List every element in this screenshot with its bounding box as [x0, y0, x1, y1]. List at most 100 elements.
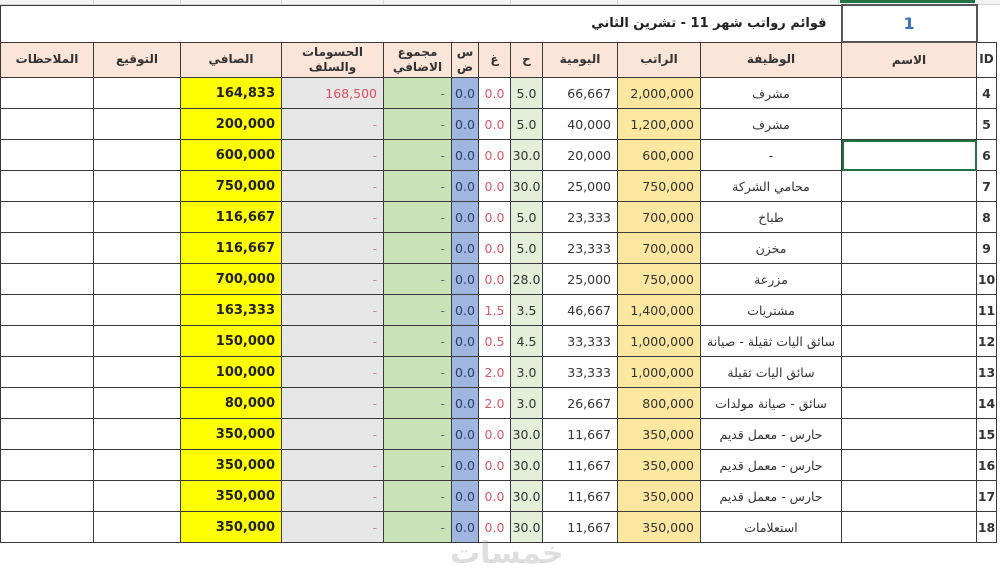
gh-cell[interactable]: 0.0 — [478, 201, 511, 233]
notes-cell[interactable] — [0, 449, 94, 481]
name-cell[interactable] — [841, 263, 978, 295]
h-cell[interactable]: 3.5 — [510, 294, 543, 326]
name-cell[interactable] — [841, 356, 978, 388]
deductions-cell[interactable]: - — [281, 325, 384, 357]
id-cell[interactable]: 16 — [976, 449, 998, 481]
header-name[interactable]: الاسم — [841, 41, 978, 78]
net-cell[interactable]: 116,667 — [180, 201, 282, 233]
net-cell[interactable]: 700,000 — [180, 263, 282, 295]
gh-cell[interactable]: 0.0 — [478, 480, 511, 512]
notes-cell[interactable] — [0, 511, 94, 543]
sd-cell[interactable]: 0.0 — [451, 170, 479, 202]
daily-cell[interactable]: 23,333 — [542, 201, 618, 233]
deductions-cell[interactable]: 168,500 — [281, 77, 384, 109]
deductions-cell[interactable]: - — [281, 294, 384, 326]
signature-cell[interactable] — [93, 418, 181, 450]
net-cell[interactable]: 80,000 — [180, 387, 282, 419]
signature-cell[interactable] — [93, 511, 181, 543]
id-cell[interactable]: 5 — [976, 108, 998, 140]
header-salary[interactable]: الراتب — [617, 41, 701, 78]
signature-cell[interactable] — [93, 139, 181, 171]
net-cell[interactable]: 163,333 — [180, 294, 282, 326]
salary-cell[interactable]: 1,400,000 — [617, 294, 701, 326]
gh-cell[interactable]: 0.0 — [478, 511, 511, 543]
id-cell[interactable]: 13 — [976, 356, 998, 388]
name-cell[interactable] — [841, 108, 978, 140]
daily-cell[interactable]: 33,333 — [542, 356, 618, 388]
h-cell[interactable]: 30.0 — [510, 170, 543, 202]
notes-cell[interactable] — [0, 170, 94, 202]
net-cell[interactable]: 350,000 — [180, 511, 282, 543]
salary-cell[interactable]: 800,000 — [617, 387, 701, 419]
page-number-cell[interactable]: 1 — [840, 4, 978, 43]
deductions-cell[interactable]: - — [281, 418, 384, 450]
name-cell[interactable] — [841, 387, 978, 419]
name-cell[interactable] — [841, 77, 978, 109]
id-cell[interactable]: 11 — [976, 294, 998, 326]
deductions-cell[interactable]: - — [281, 139, 384, 171]
overtime-total-cell[interactable]: - — [383, 170, 452, 202]
daily-cell[interactable]: 20,000 — [542, 139, 618, 171]
signature-cell[interactable] — [93, 170, 181, 202]
notes-cell[interactable] — [0, 387, 94, 419]
notes-cell[interactable] — [0, 201, 94, 233]
header-signature[interactable]: التوقيع — [93, 41, 181, 78]
sd-cell[interactable]: 0.0 — [451, 418, 479, 450]
job-cell[interactable]: حارس - معمل قديم — [699, 418, 843, 450]
sheet-title[interactable]: قوائم رواتب شهر 11 - تشرين الثاني — [0, 4, 843, 43]
name-cell[interactable] — [841, 201, 978, 233]
gh-cell[interactable]: 2.0 — [478, 387, 511, 419]
job-cell[interactable]: سائق اليات ثقيلة - صيانة — [699, 325, 843, 357]
h-cell[interactable]: 3.0 — [510, 387, 543, 419]
gh-cell[interactable]: 1.5 — [478, 294, 511, 326]
gh-cell[interactable]: 0.0 — [478, 108, 511, 140]
salary-cell[interactable]: 350,000 — [617, 449, 701, 481]
id-cell[interactable]: 15 — [976, 418, 998, 450]
job-cell[interactable]: مشرف — [699, 108, 843, 140]
id-cell[interactable]: 9 — [976, 232, 998, 264]
name-cell[interactable] — [841, 325, 978, 357]
header-id[interactable]: ID — [976, 41, 998, 78]
salary-cell[interactable]: 600,000 — [617, 139, 701, 171]
id-cell[interactable]: 18 — [976, 511, 998, 543]
daily-cell[interactable]: 26,667 — [542, 387, 618, 419]
salary-cell[interactable]: 700,000 — [617, 201, 701, 233]
gh-cell[interactable]: 2.0 — [478, 356, 511, 388]
h-cell[interactable]: 30.0 — [510, 480, 543, 512]
salary-cell[interactable]: 350,000 — [617, 511, 701, 543]
h-cell[interactable]: 30.0 — [510, 511, 543, 543]
overtime-total-cell[interactable]: - — [383, 480, 452, 512]
deductions-cell[interactable]: - — [281, 511, 384, 543]
h-cell[interactable]: 4.5 — [510, 325, 543, 357]
id-cell[interactable]: 8 — [976, 201, 998, 233]
deductions-cell[interactable]: - — [281, 232, 384, 264]
header-deductions[interactable]: الحسومات والسلف — [281, 41, 384, 78]
header-h[interactable]: ح — [510, 41, 543, 78]
deductions-cell[interactable]: - — [281, 449, 384, 481]
job-cell[interactable]: - — [699, 139, 843, 171]
notes-cell[interactable] — [0, 232, 94, 264]
notes-cell[interactable] — [0, 356, 94, 388]
id-cell[interactable]: 4 — [976, 77, 998, 109]
daily-cell[interactable]: 23,333 — [542, 232, 618, 264]
sd-cell[interactable]: 0.0 — [451, 387, 479, 419]
daily-cell[interactable]: 11,667 — [542, 449, 618, 481]
net-cell[interactable]: 600,000 — [180, 139, 282, 171]
gh-cell[interactable]: 0.0 — [478, 77, 511, 109]
daily-cell[interactable]: 66,667 — [542, 77, 618, 109]
net-cell[interactable]: 200,000 — [180, 108, 282, 140]
overtime-total-cell[interactable]: - — [383, 356, 452, 388]
gh-cell[interactable]: 0.0 — [478, 418, 511, 450]
id-cell[interactable]: 7 — [976, 170, 998, 202]
name-cell[interactable] — [841, 139, 978, 171]
notes-cell[interactable] — [0, 480, 94, 512]
job-cell[interactable]: سائق - صيانة مولدات — [699, 387, 843, 419]
signature-cell[interactable] — [93, 263, 181, 295]
h-cell[interactable]: 5.0 — [510, 201, 543, 233]
id-cell[interactable]: 6 — [976, 139, 998, 171]
signature-cell[interactable] — [93, 201, 181, 233]
notes-cell[interactable] — [0, 294, 94, 326]
daily-cell[interactable]: 33,333 — [542, 325, 618, 357]
header-notes[interactable]: الملاحظات — [0, 41, 94, 78]
sd-cell[interactable]: 0.0 — [451, 139, 479, 171]
